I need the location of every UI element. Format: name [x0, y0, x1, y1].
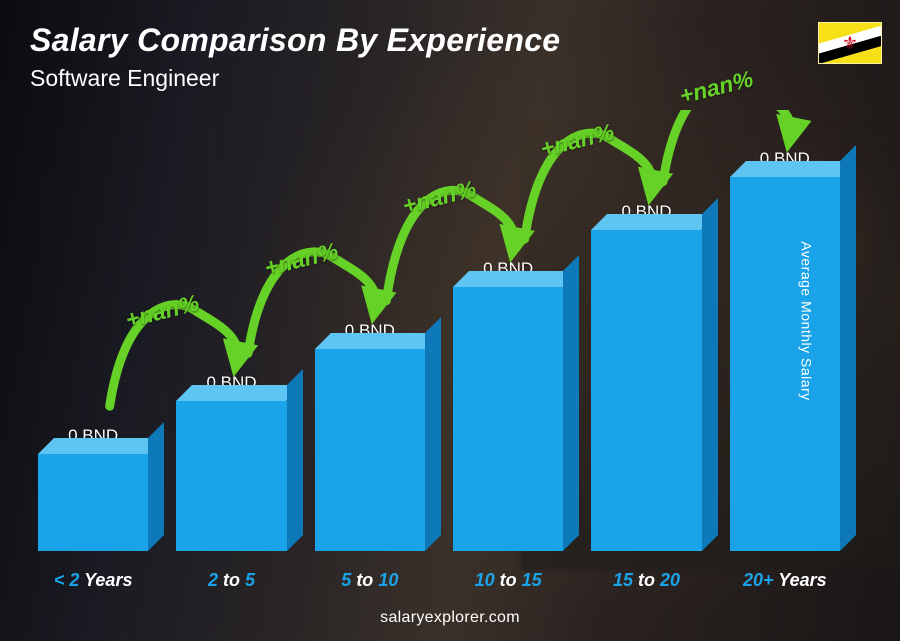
- bar-side-face: [563, 255, 579, 551]
- bar: [176, 401, 286, 551]
- y-axis-label: Average Monthly Salary: [798, 241, 814, 400]
- chart-subtitle: Software Engineer: [30, 65, 870, 92]
- chart-area: 0 BND0 BND0 BND0 BND0 BND0 BND +nan%+nan…: [28, 110, 850, 609]
- bar-top-face: [38, 438, 164, 454]
- header: Salary Comparison By Experience Software…: [0, 0, 900, 100]
- chart-title: Salary Comparison By Experience: [30, 22, 870, 59]
- x-axis-labels: < 2 Years 2 to 5 5 to 10 10 to 15 15 to 20 20…: [28, 570, 850, 591]
- bar-top-face: [591, 214, 717, 230]
- bar-slot: 0 BND: [730, 149, 840, 551]
- bar-slot: 0 BND: [315, 321, 425, 551]
- bar-side-face: [702, 198, 718, 551]
- flag-emblem-icon: ⚜: [839, 32, 861, 54]
- bar: [453, 287, 563, 551]
- bar-top-face: [176, 385, 302, 401]
- bar-top-face: [315, 333, 441, 349]
- bar: [315, 349, 425, 551]
- chart-container: Salary Comparison By Experience Software…: [0, 0, 900, 641]
- x-axis-label: 2 to 5: [176, 570, 286, 591]
- bars-group: 0 BND 0 BND 0 BND 0 BND 0 BND 0 BND: [28, 110, 850, 551]
- bar-side-face: [840, 145, 856, 551]
- bar-slot: 0 BND: [38, 426, 148, 551]
- bar: [730, 177, 840, 551]
- footer-attribution: salaryexplorer.com: [0, 609, 900, 641]
- bar-slot: 0 BND: [591, 202, 701, 551]
- bar-side-face: [425, 317, 441, 551]
- bar: [591, 230, 701, 551]
- country-flag-icon: ⚜: [818, 22, 882, 64]
- bar-slot: 0 BND: [176, 373, 286, 551]
- bar-top-face: [730, 161, 856, 177]
- x-axis-label: 20+ Years: [730, 570, 840, 591]
- bar-slot: 0 BND: [453, 259, 563, 551]
- bar-side-face: [148, 422, 164, 551]
- bar-side-face: [287, 369, 303, 551]
- x-axis-label: 10 to 15: [453, 570, 563, 591]
- bar: [38, 454, 148, 551]
- bar-top-face: [453, 271, 579, 287]
- x-axis-label: < 2 Years: [38, 570, 148, 591]
- x-axis-label: 5 to 10: [315, 570, 425, 591]
- x-axis-label: 15 to 20: [591, 570, 701, 591]
